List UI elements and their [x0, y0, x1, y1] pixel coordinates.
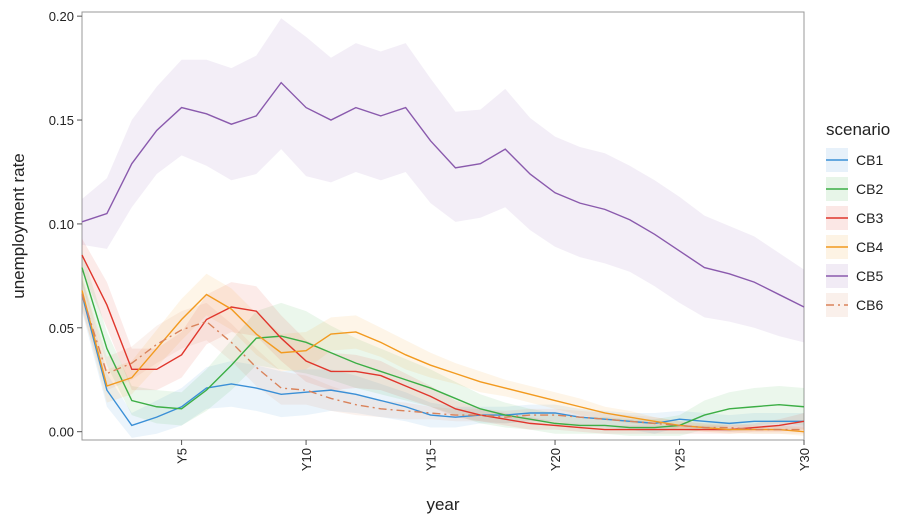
legend-label: CB5 — [856, 268, 883, 284]
legend-label: CB3 — [856, 210, 883, 226]
line — [81, 294, 804, 427]
band — [82, 238, 804, 434]
legend-label: CB1 — [856, 152, 883, 168]
x-tick-label: Y10 — [299, 448, 314, 471]
x-tick-label: Y15 — [424, 448, 439, 471]
band — [82, 277, 804, 438]
y-tick-label: 0.05 — [49, 321, 74, 336]
line — [81, 254, 805, 431]
legend-label: CB2 — [856, 181, 883, 197]
band — [82, 277, 804, 434]
y-axis-label: unemployment rate — [9, 153, 28, 299]
x-tick-label: Y20 — [548, 448, 563, 471]
y-tick-label: 0.00 — [49, 425, 74, 440]
y-tick-label: 0.10 — [49, 217, 74, 232]
x-tick-label: Y25 — [673, 448, 688, 471]
y-tick-label: 0.20 — [49, 9, 74, 24]
legend-title: scenario — [826, 120, 890, 139]
x-axis-label: year — [426, 495, 459, 514]
band — [82, 18, 804, 343]
x-tick-label: Y5 — [175, 448, 190, 464]
line — [81, 267, 805, 429]
y-tick-label: 0.15 — [49, 113, 74, 128]
legend-label: CB4 — [856, 239, 883, 255]
legend-swatch — [826, 293, 848, 317]
x-tick-label: Y30 — [797, 448, 812, 471]
legend-label: CB6 — [856, 297, 883, 313]
line — [81, 81, 805, 308]
line — [81, 290, 805, 433]
